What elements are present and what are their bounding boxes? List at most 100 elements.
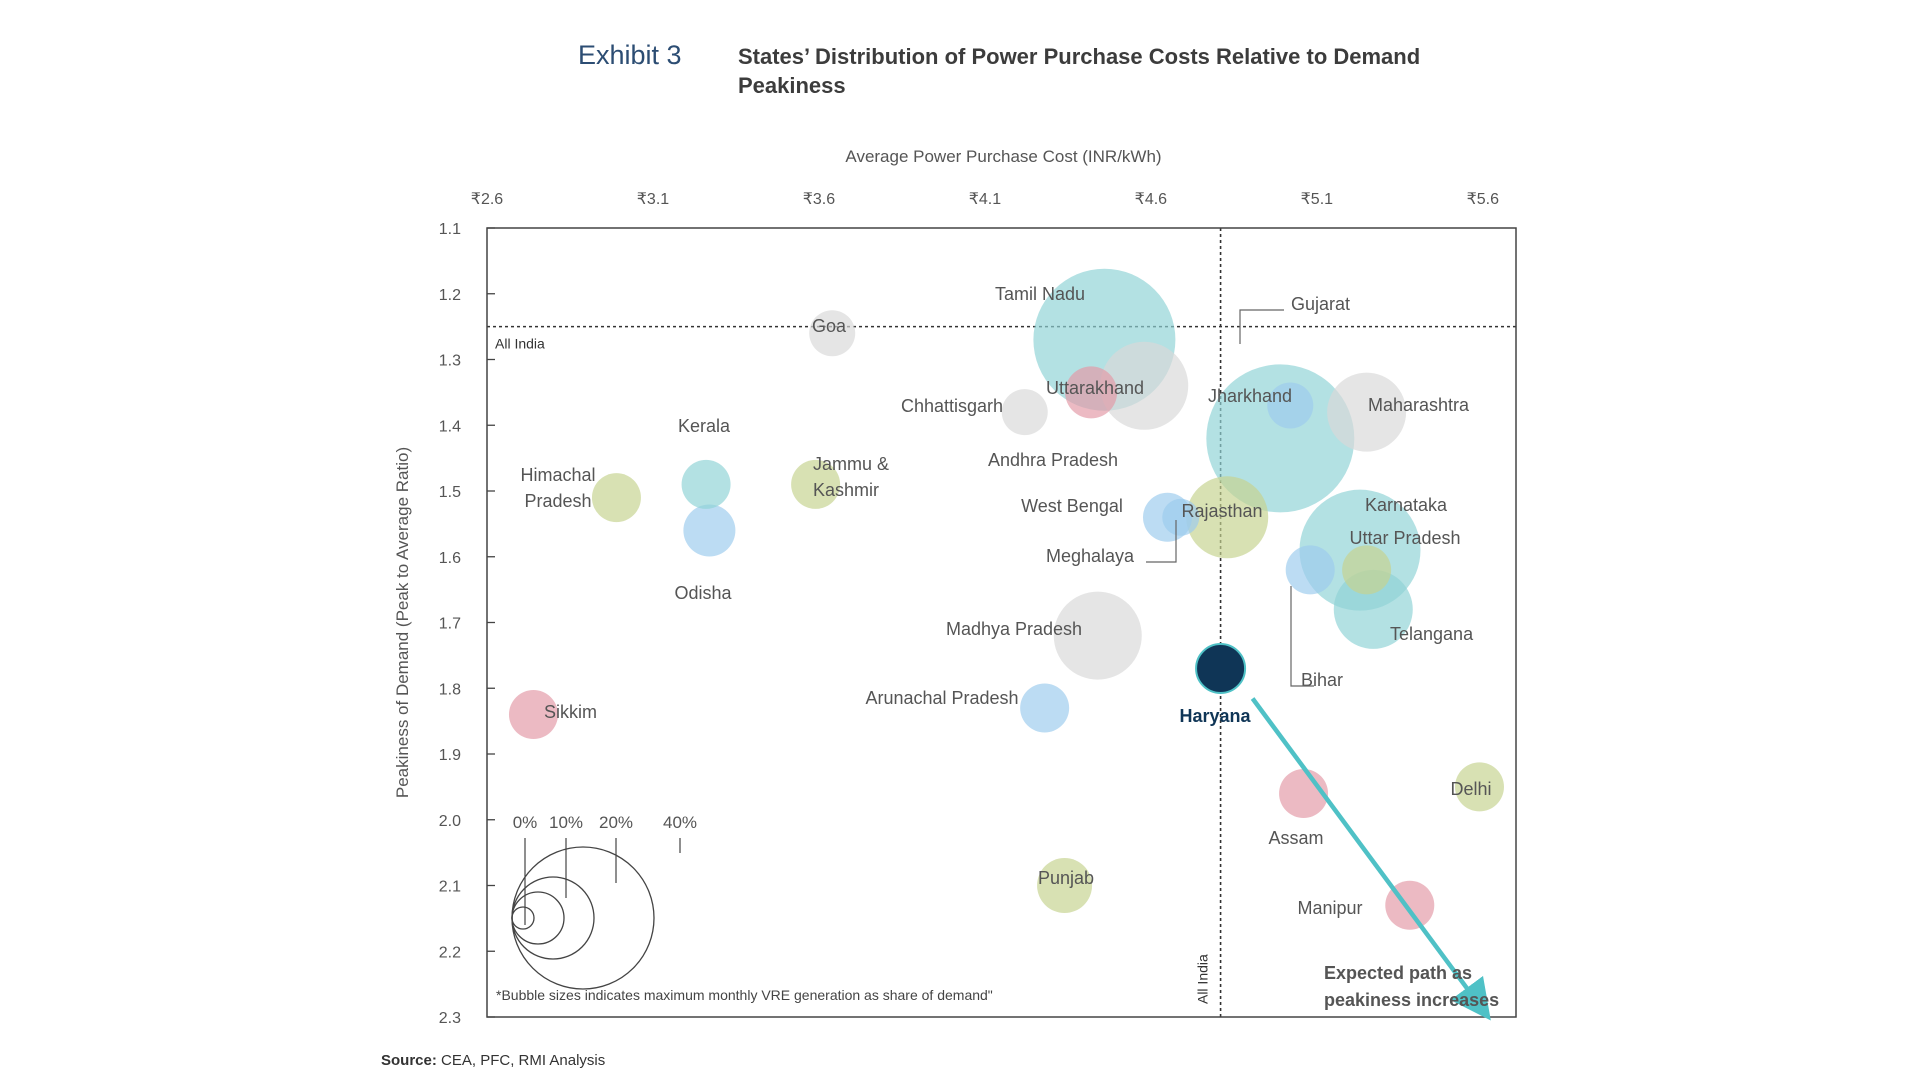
label-uttar-pradesh: Uttar Pradesh: [1349, 528, 1460, 548]
bubble-sikkim: [508, 690, 558, 740]
annotation-line: peakiness increases: [1324, 990, 1499, 1010]
label-haryana: Haryana: [1179, 706, 1251, 726]
all-india-horizontal-label: All India: [495, 336, 545, 352]
bubble-andhra-pradesh: [1100, 341, 1189, 430]
label-delhi: Delhi: [1450, 779, 1491, 799]
label-bihar: Bihar: [1301, 670, 1343, 690]
size-legend-circle: [511, 846, 655, 990]
label-line: Kashmir: [813, 480, 879, 500]
label-uttarakhand: Uttarakhand: [1046, 378, 1144, 398]
annotation-text: Expected path as peakiness increases: [1324, 963, 1499, 1010]
size-legend-label: 20%: [599, 813, 633, 832]
label-maharashtra: Maharashtra: [1368, 395, 1470, 415]
size-legend-circle: [511, 891, 565, 945]
label-line: Uttar Pradesh: [1349, 528, 1460, 548]
x-tick-label: ₹4.1: [969, 191, 1002, 208]
x-tick-label: ₹4.6: [1135, 191, 1168, 208]
x-tick-label: ₹2.6: [471, 191, 504, 208]
label-kerala: Kerala: [678, 416, 731, 436]
label-line: Haryana: [1179, 706, 1251, 726]
leader-line-gujarat: [1239, 309, 1284, 344]
size-legend-label: 40%: [663, 813, 697, 832]
bubble-uttarakhand: [1065, 366, 1118, 419]
label-karnataka: Karnataka: [1365, 495, 1448, 515]
y-tick-label: 1.7: [439, 616, 461, 633]
label-odisha: Odisha: [674, 583, 732, 603]
y-tick-label: 2.1: [439, 879, 461, 896]
label-meghalaya: Meghalaya: [1046, 546, 1135, 566]
y-tick-label: 1.6: [439, 550, 461, 567]
source-text: CEA, PFC, RMI Analysis: [441, 1052, 606, 1069]
y-tick-label: 2.3: [439, 1010, 461, 1027]
bubble-bihar: [1285, 545, 1335, 595]
label-line: Himachal: [520, 465, 595, 485]
label-andhra-pradesh: Andhra Pradesh: [988, 450, 1118, 470]
label-line: Andhra Pradesh: [988, 450, 1118, 470]
label-telangana: Telangana: [1390, 624, 1474, 644]
bubble-maharashtra: [1327, 372, 1407, 452]
bubble-himachal-pradesh: [591, 473, 641, 523]
exhibit-number: Exhibit 3: [578, 40, 682, 70]
bubble-haryana: [1195, 643, 1247, 695]
label-gujarat: Gujarat: [1291, 294, 1350, 314]
y-tick-label: 1.1: [439, 221, 461, 238]
label-line: Gujarat: [1291, 294, 1350, 314]
y-tick-label: 1.4: [439, 418, 461, 435]
bubble-uttar-pradesh: [1342, 545, 1392, 595]
label-west-bengal: West Bengal: [1021, 496, 1123, 516]
size-legend-label: 0%: [513, 813, 538, 832]
label-rajasthan: Rajasthan: [1181, 501, 1262, 521]
bubble-jammu-and-kashmir: [791, 459, 841, 509]
size-legend-circle: [511, 906, 535, 930]
label-madhya-pradesh: Madhya Pradesh: [946, 619, 1082, 639]
bubble-madhya-pradesh: [1053, 591, 1142, 680]
bubble-punjab: [1037, 858, 1093, 913]
label-goa: Goa: [812, 316, 847, 336]
label-line: Goa: [812, 316, 847, 336]
label-line: Maharashtra: [1368, 395, 1470, 415]
y-tick-label: 2.2: [439, 944, 461, 961]
x-tick-label: ₹5.6: [1467, 191, 1500, 208]
size-legend-note: *Bubble sizes indicates maximum monthly …: [496, 987, 993, 1003]
label-line: Jammu &: [813, 454, 889, 474]
bubble-rajasthan: [1186, 476, 1269, 559]
bubble-odisha: [683, 504, 736, 557]
source-label: Source:: [381, 1052, 437, 1069]
y-tick-label: 1.5: [439, 484, 461, 501]
x-tick-label: ₹3.6: [803, 191, 836, 208]
label-arunachal-pradesh: Arunachal Pradesh: [865, 688, 1018, 708]
label-line: Karnataka: [1365, 495, 1448, 515]
label-assam: Assam: [1268, 828, 1323, 848]
label-line: Chhattisgarh: [901, 396, 1003, 416]
bubble-delhi: [1454, 762, 1504, 812]
y-tick-label: 1.2: [439, 287, 461, 304]
expected-path-arrow: [1250, 697, 1491, 1021]
label-chhattisgarh: Chhattisgarh: [901, 396, 1003, 416]
label-line: Kerala: [678, 416, 731, 436]
label-line: Assam: [1268, 828, 1323, 848]
size-legend-label: 10%: [549, 813, 583, 832]
y-axis-title: Peakiness of Demand (Peak to Average Rat…: [393, 447, 412, 798]
label-line: Jharkhand: [1208, 386, 1292, 406]
chart-title: States’ Distribution of Power Purchase C…: [738, 44, 1421, 98]
x-tick-label: ₹3.1: [637, 191, 670, 208]
bubble-meghalaya: [1162, 498, 1200, 536]
bubble-chhattisgarh: [1001, 389, 1048, 436]
label-jammu-and-kashmir: Jammu & Kashmir: [813, 454, 889, 500]
annotation-line: Expected path as: [1324, 963, 1472, 983]
label-jharkhand: Jharkhand: [1208, 386, 1292, 406]
label-line: Odisha: [674, 583, 732, 603]
label-himachal-pradesh: Himachal Pradesh: [520, 465, 595, 511]
bubble-arunachal-pradesh: [1020, 683, 1070, 733]
label-line: Punjab: [1038, 868, 1094, 888]
label-manipur: Manipur: [1297, 898, 1362, 918]
label-line: Pradesh: [524, 491, 591, 511]
all-india-vertical-label: All India: [1195, 954, 1211, 1004]
label-line: Tamil Nadu: [995, 284, 1085, 304]
label-line: Telangana: [1390, 624, 1474, 644]
bubble-kerala: [681, 459, 731, 509]
label-line: Uttarakhand: [1046, 378, 1144, 398]
bubble-jharkhand: [1267, 382, 1314, 429]
label-line: West Bengal: [1021, 496, 1123, 516]
label-line: Rajasthan: [1181, 501, 1262, 521]
